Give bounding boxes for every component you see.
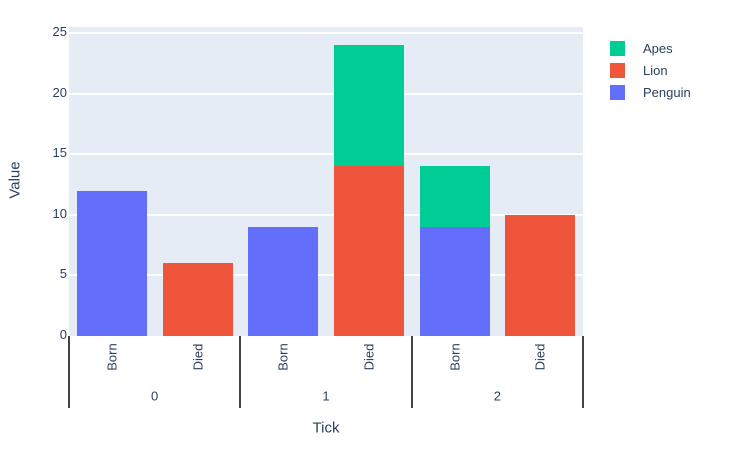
gridline bbox=[69, 92, 583, 95]
x-sublabel: Born bbox=[447, 343, 462, 371]
bar-0-born[interactable] bbox=[76, 190, 147, 336]
x-sublabel: Died bbox=[532, 343, 548, 371]
x-sublabel: Born bbox=[275, 343, 291, 371]
bar-segment-penguin[interactable] bbox=[248, 226, 319, 336]
gridline bbox=[69, 213, 583, 216]
y-tick-label: 10 bbox=[52, 205, 67, 221]
x-group-label: 0 bbox=[151, 388, 159, 404]
x-axis-title: Tick bbox=[312, 419, 340, 437]
group-divider bbox=[410, 336, 413, 408]
legend: Apes Lion Penguin bbox=[610, 41, 691, 107]
bar-segment-lion[interactable] bbox=[162, 263, 233, 336]
y-axis-title: Value bbox=[6, 161, 24, 199]
bar-1-died[interactable] bbox=[333, 45, 404, 336]
gridline bbox=[69, 32, 583, 35]
plot-area bbox=[69, 27, 583, 336]
group-divider bbox=[68, 336, 70, 408]
legend-item-apes[interactable]: Apes bbox=[610, 41, 691, 56]
bar-segment-apes[interactable] bbox=[333, 45, 404, 167]
gridline bbox=[69, 153, 583, 156]
legend-item-lion[interactable]: Lion bbox=[610, 63, 691, 78]
x-sublabel: Born bbox=[104, 343, 120, 371]
bar-segment-penguin[interactable] bbox=[419, 226, 490, 336]
legend-item-penguin[interactable]: Penguin bbox=[610, 85, 691, 100]
y-tick-label: 0 bbox=[59, 327, 67, 342]
group-divider bbox=[239, 336, 242, 408]
bar-1-born[interactable] bbox=[248, 226, 319, 336]
legend-label: Penguin bbox=[643, 85, 691, 100]
bar-0-died[interactable] bbox=[162, 263, 233, 336]
x-sublabel: Died bbox=[190, 343, 205, 371]
bar-segment-penguin[interactable] bbox=[76, 190, 147, 336]
y-tick-label: 20 bbox=[52, 84, 67, 100]
legend-label: Apes bbox=[643, 41, 673, 56]
x-group-label: 1 bbox=[322, 388, 330, 404]
y-tick-label: 15 bbox=[52, 145, 67, 161]
y-tick-label: 25 bbox=[52, 24, 67, 40]
bar-segment-apes[interactable] bbox=[419, 166, 490, 227]
legend-swatch-icon bbox=[610, 85, 625, 100]
group-divider bbox=[582, 336, 584, 408]
bar-2-born[interactable] bbox=[419, 166, 490, 336]
bar-segment-lion[interactable] bbox=[333, 166, 404, 336]
bar-segment-lion[interactable] bbox=[505, 214, 576, 336]
legend-label: Lion bbox=[643, 63, 668, 78]
y-tick-label: 5 bbox=[59, 266, 67, 282]
x-sublabel: Died bbox=[361, 343, 377, 371]
legend-swatch-icon bbox=[610, 63, 625, 78]
x-group-label: 2 bbox=[493, 388, 501, 404]
bar-2-died[interactable] bbox=[505, 214, 576, 336]
legend-swatch-icon bbox=[610, 41, 625, 56]
gridline bbox=[69, 274, 583, 277]
